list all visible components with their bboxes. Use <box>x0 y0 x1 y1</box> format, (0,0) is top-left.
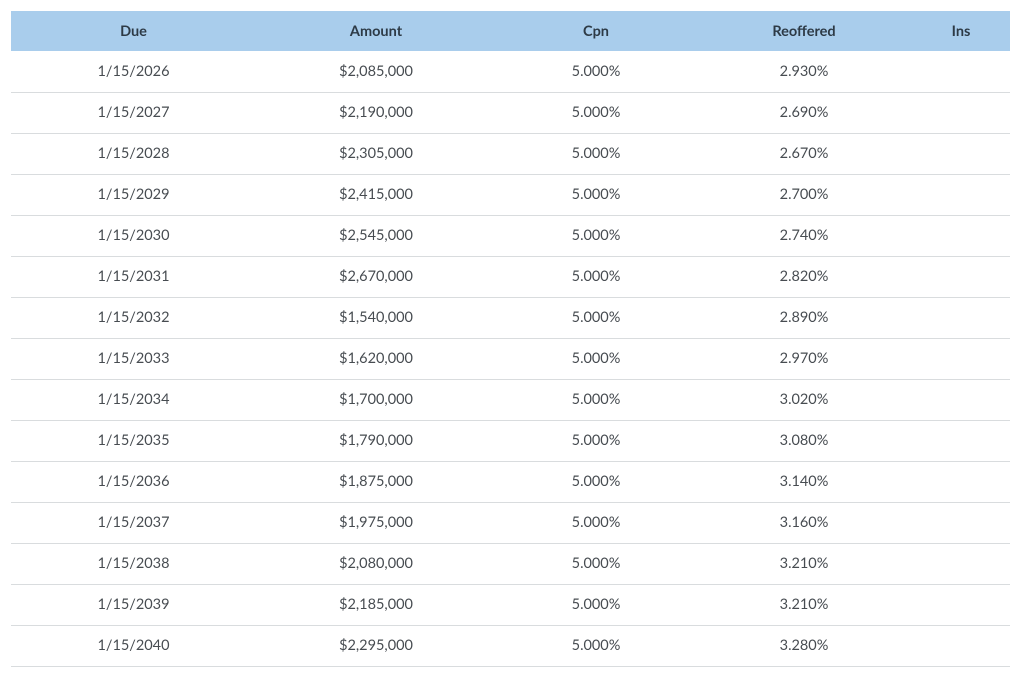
cell-due: 1/15/2026 <box>11 51 256 92</box>
table-row: 1/15/2032 $1,540,000 5.000% 2.890% <box>11 297 1010 338</box>
cell-ins <box>912 625 1010 666</box>
cell-cpn: 5.000% <box>496 174 696 215</box>
cell-amount: $2,185,000 <box>256 584 496 625</box>
cell-reoffered: 2.820% <box>696 256 912 297</box>
col-header-ins: Ins <box>912 11 1010 51</box>
cell-ins <box>912 133 1010 174</box>
cell-cpn: 5.000% <box>496 338 696 379</box>
cell-ins <box>912 92 1010 133</box>
cell-due: 1/15/2036 <box>11 461 256 502</box>
table-row: 1/15/2030 $2,545,000 5.000% 2.740% <box>11 215 1010 256</box>
cell-due: 1/15/2034 <box>11 379 256 420</box>
cell-cpn: 5.000% <box>496 379 696 420</box>
cell-amount: $2,305,000 <box>256 133 496 174</box>
cell-amount: $1,790,000 <box>256 420 496 461</box>
cell-reoffered: 3.080% <box>696 420 912 461</box>
cell-amount: $2,670,000 <box>256 256 496 297</box>
cell-ins <box>912 420 1010 461</box>
cell-reoffered: 3.160% <box>696 502 912 543</box>
cell-amount: $1,700,000 <box>256 379 496 420</box>
cell-ins <box>912 543 1010 584</box>
table-row: 1/15/2036 $1,875,000 5.000% 3.140% <box>11 461 1010 502</box>
cell-amount: $2,085,000 <box>256 51 496 92</box>
cell-ins <box>912 51 1010 92</box>
cell-amount: $2,295,000 <box>256 625 496 666</box>
cell-ins <box>912 256 1010 297</box>
table-header-row: Due Amount Cpn Reoffered Ins <box>11 11 1010 51</box>
cell-amount: $1,875,000 <box>256 461 496 502</box>
cell-reoffered: 2.740% <box>696 215 912 256</box>
table-row: 1/15/2035 $1,790,000 5.000% 3.080% <box>11 420 1010 461</box>
cell-cpn: 5.000% <box>496 584 696 625</box>
col-header-due: Due <box>11 11 256 51</box>
table-body: 1/15/2026 $2,085,000 5.000% 2.930% 1/15/… <box>11 51 1010 666</box>
cell-cpn: 5.000% <box>496 51 696 92</box>
cell-cpn: 5.000% <box>496 625 696 666</box>
cell-reoffered: 2.890% <box>696 297 912 338</box>
cell-reoffered: 2.690% <box>696 92 912 133</box>
cell-due: 1/15/2040 <box>11 625 256 666</box>
cell-amount: $2,190,000 <box>256 92 496 133</box>
maturity-schedule-table: Due Amount Cpn Reoffered Ins 1/15/2026 $… <box>11 11 1010 667</box>
cell-ins <box>912 297 1010 338</box>
cell-amount: $1,540,000 <box>256 297 496 338</box>
cell-ins <box>912 502 1010 543</box>
table-row: 1/15/2026 $2,085,000 5.000% 2.930% <box>11 51 1010 92</box>
cell-due: 1/15/2027 <box>11 92 256 133</box>
cell-due: 1/15/2030 <box>11 215 256 256</box>
cell-due: 1/15/2038 <box>11 543 256 584</box>
cell-ins <box>912 338 1010 379</box>
cell-ins <box>912 584 1010 625</box>
cell-ins <box>912 215 1010 256</box>
table-row: 1/15/2040 $2,295,000 5.000% 3.280% <box>11 625 1010 666</box>
cell-reoffered: 3.020% <box>696 379 912 420</box>
cell-ins <box>912 461 1010 502</box>
table-row: 1/15/2037 $1,975,000 5.000% 3.160% <box>11 502 1010 543</box>
cell-cpn: 5.000% <box>496 461 696 502</box>
table-row: 1/15/2039 $2,185,000 5.000% 3.210% <box>11 584 1010 625</box>
cell-reoffered: 3.210% <box>696 543 912 584</box>
cell-cpn: 5.000% <box>496 297 696 338</box>
cell-reoffered: 3.280% <box>696 625 912 666</box>
cell-cpn: 5.000% <box>496 543 696 584</box>
cell-amount: $1,620,000 <box>256 338 496 379</box>
col-header-reoffered: Reoffered <box>696 11 912 51</box>
col-header-cpn: Cpn <box>496 11 696 51</box>
table-row: 1/15/2029 $2,415,000 5.000% 2.700% <box>11 174 1010 215</box>
cell-due: 1/15/2033 <box>11 338 256 379</box>
cell-cpn: 5.000% <box>496 256 696 297</box>
cell-due: 1/15/2028 <box>11 133 256 174</box>
table-row: 1/15/2028 $2,305,000 5.000% 2.670% <box>11 133 1010 174</box>
table-row: 1/15/2038 $2,080,000 5.000% 3.210% <box>11 543 1010 584</box>
cell-due: 1/15/2037 <box>11 502 256 543</box>
cell-reoffered: 3.210% <box>696 584 912 625</box>
cell-amount: $2,080,000 <box>256 543 496 584</box>
cell-reoffered: 3.140% <box>696 461 912 502</box>
table-row: 1/15/2031 $2,670,000 5.000% 2.820% <box>11 256 1010 297</box>
cell-due: 1/15/2029 <box>11 174 256 215</box>
cell-cpn: 5.000% <box>496 133 696 174</box>
cell-due: 1/15/2031 <box>11 256 256 297</box>
cell-cpn: 5.000% <box>496 502 696 543</box>
table-row: 1/15/2027 $2,190,000 5.000% 2.690% <box>11 92 1010 133</box>
cell-cpn: 5.000% <box>496 215 696 256</box>
cell-ins <box>912 174 1010 215</box>
cell-amount: $2,545,000 <box>256 215 496 256</box>
cell-reoffered: 2.970% <box>696 338 912 379</box>
cell-amount: $1,975,000 <box>256 502 496 543</box>
cell-due: 1/15/2032 <box>11 297 256 338</box>
cell-ins <box>912 379 1010 420</box>
cell-due: 1/15/2035 <box>11 420 256 461</box>
table-container: Due Amount Cpn Reoffered Ins 1/15/2026 $… <box>0 0 1020 667</box>
table-row: 1/15/2034 $1,700,000 5.000% 3.020% <box>11 379 1010 420</box>
cell-cpn: 5.000% <box>496 92 696 133</box>
col-header-amount: Amount <box>256 11 496 51</box>
table-row: 1/15/2033 $1,620,000 5.000% 2.970% <box>11 338 1010 379</box>
cell-cpn: 5.000% <box>496 420 696 461</box>
cell-reoffered: 2.930% <box>696 51 912 92</box>
cell-reoffered: 2.670% <box>696 133 912 174</box>
cell-amount: $2,415,000 <box>256 174 496 215</box>
cell-due: 1/15/2039 <box>11 584 256 625</box>
cell-reoffered: 2.700% <box>696 174 912 215</box>
